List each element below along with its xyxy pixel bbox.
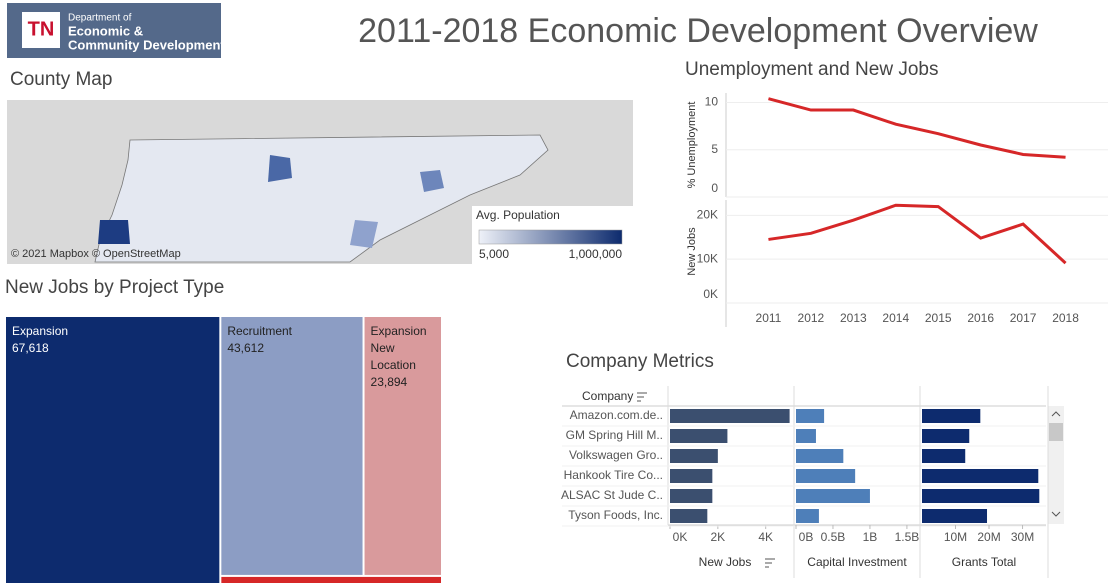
bar (796, 429, 816, 443)
bar (796, 509, 819, 523)
logo-text: Economic & (68, 23, 143, 38)
column-header: Company (582, 389, 633, 403)
chart-title: Unemployment and New Jobs (685, 59, 938, 80)
legend-bar (478, 229, 623, 245)
bar (922, 409, 981, 423)
x-tick-label: 30M (1011, 530, 1034, 544)
line-series (768, 203, 1067, 265)
state-shape (94, 134, 549, 263)
y-tick-label: 10 (705, 95, 719, 109)
sort-icon (765, 558, 775, 568)
legend-title: Avg. Population (476, 208, 560, 222)
map-title: County Map (10, 69, 112, 90)
chart-title: Company Metrics (566, 351, 714, 372)
x-axis-label: New Jobs (699, 555, 752, 569)
treemap-label: Expansion New Location (371, 324, 427, 372)
bar (670, 469, 713, 483)
x-tick-label: 1B (863, 530, 878, 544)
x-tick-label: 2K (710, 530, 725, 544)
bar (922, 509, 988, 523)
x-tick-label: 2011 (756, 311, 782, 325)
bar (670, 409, 790, 423)
y-tick-label: 5 (711, 142, 718, 156)
county-highlight (350, 220, 378, 248)
map-attribution: © 2021 Mapbox © OpenStreetMap (11, 248, 181, 260)
logo-text: Community Development (68, 37, 225, 52)
bar (922, 469, 1039, 483)
x-tick-label: 0K (673, 530, 688, 544)
x-tick-label: 1.5B (895, 530, 920, 544)
x-tick-label: 2017 (1010, 311, 1037, 325)
row-label: Volkswagen Gro.. (569, 448, 663, 462)
x-tick-label: 2013 (840, 311, 867, 325)
treemap-cell (6, 317, 220, 583)
bar (796, 409, 825, 423)
x-tick-label: 2014 (882, 311, 909, 325)
dashboard-title: 2011-2018 Economic Development Overview (358, 12, 1038, 50)
county-highlight (420, 170, 444, 192)
treemap-cell (221, 576, 441, 583)
legend-max: 1,000,000 (569, 247, 623, 261)
row-label: GM Spring Hill M.. (566, 428, 663, 442)
bar (796, 449, 844, 463)
treemap-value: 67,618 (12, 341, 49, 355)
y-tick-label: 0 (711, 181, 718, 195)
logo-text: Department of (68, 13, 132, 24)
bar (670, 429, 728, 443)
bar (922, 489, 1040, 503)
bar (670, 509, 708, 523)
sort-icon (637, 392, 647, 402)
treemap-value: 23,894 (371, 375, 408, 389)
row-label: ALSAC St Jude C.. (561, 488, 663, 502)
treemap-cell (364, 317, 441, 575)
county-highlight (98, 220, 130, 244)
bar (796, 469, 856, 483)
logo-mark (22, 12, 60, 48)
y-tick-label: 10K (697, 251, 718, 265)
logo-mark-text: TN (28, 18, 55, 40)
treemap-label: Expansion (12, 324, 68, 338)
row-label: Amazon.com.de.. (570, 408, 663, 422)
x-tick-label: 2012 (798, 311, 825, 325)
x-tick-label: 4K (758, 530, 773, 544)
row-label: Hankook Tire Co... (564, 468, 663, 482)
x-axis-label: Capital Investment (807, 555, 907, 569)
x-tick-label: 0B (799, 530, 814, 544)
treemap-label: Recruitment (227, 324, 292, 338)
bar (922, 429, 970, 443)
treemap-value: 43,612 (227, 341, 264, 355)
y-axis-label: New Jobs (686, 227, 698, 276)
x-axis-label: Grants Total (952, 555, 1016, 569)
x-tick-label: 10M (944, 530, 967, 544)
chart-title: New Jobs by Project Type (5, 277, 224, 298)
bar (796, 489, 870, 503)
bar (922, 449, 966, 463)
row-label: Tyson Foods, Inc. (568, 508, 663, 522)
x-tick-label: 20M (977, 530, 1000, 544)
y-axis-label: % Unemployment (686, 102, 698, 189)
treemap-cell (221, 317, 363, 575)
bar (670, 489, 713, 503)
x-tick-label: 2016 (967, 311, 994, 325)
x-tick-label: 2015 (925, 311, 952, 325)
county-highlight (268, 155, 292, 182)
line-series (768, 97, 1066, 159)
legend-min: 5,000 (479, 247, 509, 261)
x-tick-label: 0.5B (821, 530, 846, 544)
y-tick-label: 0K (703, 287, 718, 301)
scroll-thumb[interactable] (1049, 423, 1063, 441)
y-tick-label: 20K (697, 208, 718, 222)
scroll-arrows[interactable] (1051, 411, 1061, 517)
bar (670, 449, 718, 463)
x-tick-label: 2018 (1052, 311, 1079, 325)
